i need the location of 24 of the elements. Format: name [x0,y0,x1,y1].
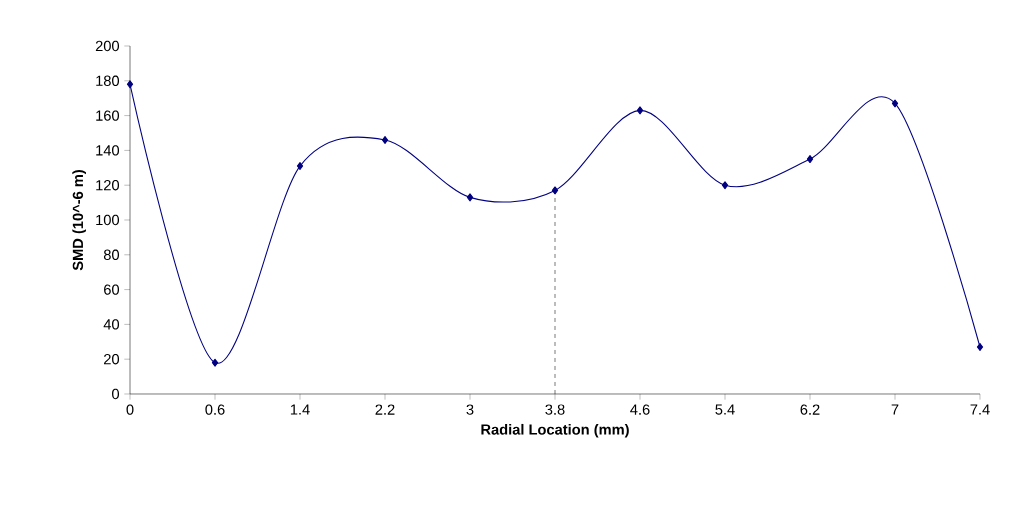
x-tick-label: 7.4 [970,404,990,415]
x-axis-title: Radial Location (mm) [481,423,629,438]
y-tick-label: 40 [103,319,120,330]
x-tick-label: 6.2 [800,404,820,415]
y-tick-label: 140 [96,145,120,156]
x-tick-label: 4.6 [630,404,650,415]
x-tick-label: 0 [126,404,134,415]
y-tick-label: 60 [104,284,120,295]
x-tick-label: 5.4 [715,404,735,415]
y-tick-label: 180 [96,75,120,86]
y-tick-label: 80 [103,249,120,260]
x-tick-label: 1.4 [290,404,310,415]
y-tick-label: 100 [96,214,120,226]
x-tick-label: 3.8 [545,404,565,415]
x-tick-label: 2.2 [375,404,395,415]
x-tick-label: 3 [466,404,474,415]
y-tick-label: 160 [96,110,120,121]
y-tick-label: 20 [104,354,120,365]
y-tick-label: 120 [96,180,120,191]
x-tick-label: 0.6 [205,404,225,415]
y-tick-label: 200 [95,40,120,52]
y-tick-label: 0 [112,388,120,400]
y-axis-title: SMD (10^-6 m) [72,170,86,271]
x-tick-label: 7 [891,404,899,415]
